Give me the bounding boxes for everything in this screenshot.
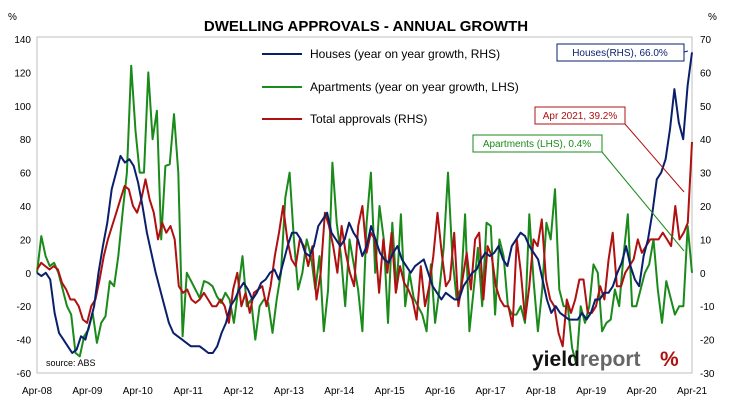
right-tick-label: 30: [700, 169, 712, 180]
callout-apartments-box: [472, 134, 603, 153]
right-tick-label: 70: [700, 35, 712, 46]
x-tick-label: Apr-09: [72, 386, 102, 397]
right-tick-label: 10: [700, 235, 712, 246]
right-tick-label: 40: [700, 135, 712, 146]
x-tick-label: Apr-21: [677, 386, 707, 397]
left-tick-label: 60: [20, 169, 32, 180]
left-tick-label: 80: [20, 135, 32, 146]
callout-apartments-leader: [601, 151, 685, 252]
callout-total-text: Apr 2021, 39.2%: [543, 111, 618, 122]
x-tick-label: Apr-15: [375, 386, 405, 397]
left-tick-label: -40: [17, 336, 32, 347]
yieldreport-logo: yieldreport %: [532, 348, 679, 371]
left-tick-label: 20: [20, 235, 32, 246]
x-tick-label: Apr-12: [224, 386, 254, 397]
callouts: Houses(RHS), 66.0% Apr 2021, 39.2% Apart…: [472, 43, 689, 252]
right-tick-label: -20: [700, 336, 715, 347]
right-tick-label: 0: [700, 269, 706, 280]
callout-total-leader: [624, 123, 685, 193]
left-tick-label: 100: [14, 102, 31, 113]
logo-wordmark: yieldreport: [532, 348, 641, 371]
right-tick-label: 50: [700, 102, 712, 113]
x-tick-label: Apr-17: [475, 386, 505, 397]
callout-houses-text: Houses(RHS), 66.0%: [572, 48, 668, 59]
legend-total-label: Total approvals (RHS): [310, 112, 427, 126]
left-tick-label: -60: [17, 369, 32, 380]
callout-total-box: [534, 106, 626, 125]
houses-series-line: [36, 52, 693, 354]
legend-houses-label: Houses (year on year growth, RHS): [310, 47, 500, 61]
logo-percent-icon: %: [660, 348, 679, 371]
left-tick-label: -20: [17, 302, 32, 313]
right-tick-label: 60: [700, 68, 712, 79]
legend: Houses (year on year growth, RHS) Apartm…: [262, 47, 519, 126]
left-tick-label: 120: [14, 68, 31, 79]
right-tick-label: -10: [700, 302, 715, 313]
callout-houses-box: [556, 43, 685, 62]
x-tick-label: Apr-11: [174, 386, 204, 397]
x-tick-label: Apr-20: [627, 386, 657, 397]
x-tick-label: Apr-18: [526, 386, 556, 397]
left-axis: -60 -40 -20 0 20 40 60 80 100 120 140: [14, 35, 31, 380]
callout-apartments-text: Apartments (LHS), 0.4%: [483, 139, 591, 150]
right-axis-unit: %: [708, 12, 717, 23]
x-axis: Apr-08 Apr-09 Apr-10 Apr-11 Apr-12 Apr-13 Apr-…: [22, 386, 707, 397]
callout-houses-leader: [683, 50, 689, 53]
x-tick-label: Apr-14: [324, 386, 354, 397]
plot-area: [36, 36, 693, 374]
left-tick-label: 140: [14, 35, 31, 46]
right-axis: -30 -20 -10 0 10 20 30 40 50 60 70: [700, 35, 715, 380]
series-lines: [36, 52, 693, 366]
right-tick-label: 20: [700, 202, 712, 213]
source-note: source: ABS: [46, 358, 96, 368]
x-tick-label: Apr-13: [274, 386, 304, 397]
legend-apartments-label: Apartments (year on year growth, LHS): [310, 80, 519, 94]
chart-title: DWELLING APPROVALS - ANNUAL GROWTH: [204, 18, 528, 35]
x-tick-label: Apr-08: [22, 386, 52, 397]
left-tick-label: 0: [25, 269, 31, 280]
left-tick-label: 40: [20, 202, 32, 213]
right-tick-label: -30: [700, 369, 715, 380]
x-tick-label: Apr-19: [576, 386, 606, 397]
x-tick-label: Apr-10: [123, 386, 153, 397]
total-series-line: [36, 141, 693, 348]
left-axis-unit: %: [8, 12, 17, 23]
x-tick-label: Apr-16: [425, 386, 455, 397]
